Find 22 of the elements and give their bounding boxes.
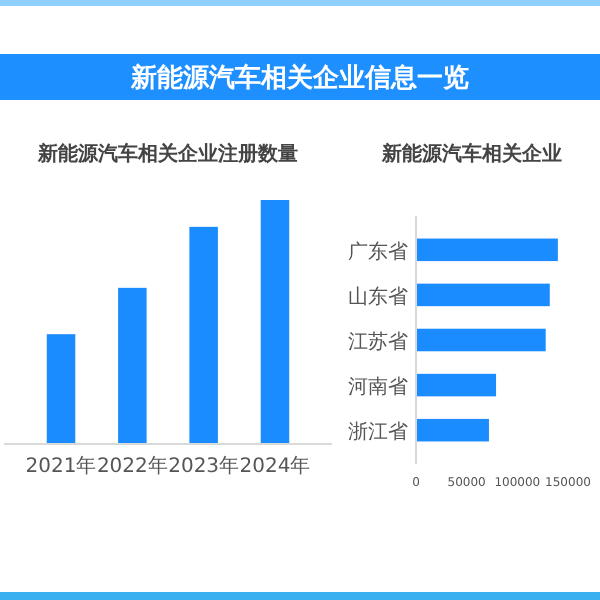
- y-tick-label: 河南省: [348, 375, 408, 400]
- bar: [118, 287, 147, 444]
- chart-title: 新能源汽车相关企业信息一览: [129, 62, 469, 94]
- chart-title: 新能源汽车相关企业: [380, 142, 562, 166]
- x-tick-label: 2022年: [96, 454, 168, 478]
- x-tick-label: 2023年: [168, 454, 240, 478]
- y-tick-label: 江苏省: [348, 330, 408, 354]
- x-tick-label: 2021年: [25, 454, 97, 478]
- y-tick-label: 浙江省: [348, 420, 408, 445]
- bar: [46, 334, 76, 444]
- bar: [416, 418, 489, 442]
- bar: [189, 226, 218, 444]
- bar: [416, 373, 497, 397]
- x-tick-label: 2024年: [239, 454, 311, 478]
- bar: [416, 238, 558, 262]
- chart-subtitle: 新能源汽车相关企业注册数量: [36, 142, 298, 166]
- y-tick-label: 山东省: [348, 284, 408, 309]
- bar: [260, 200, 290, 444]
- header-banner: 新能源汽车相关企业信息一览: [0, 54, 600, 100]
- bar: [416, 283, 550, 307]
- y-tick-label: 广东省: [348, 239, 408, 264]
- bar: [416, 328, 546, 352]
